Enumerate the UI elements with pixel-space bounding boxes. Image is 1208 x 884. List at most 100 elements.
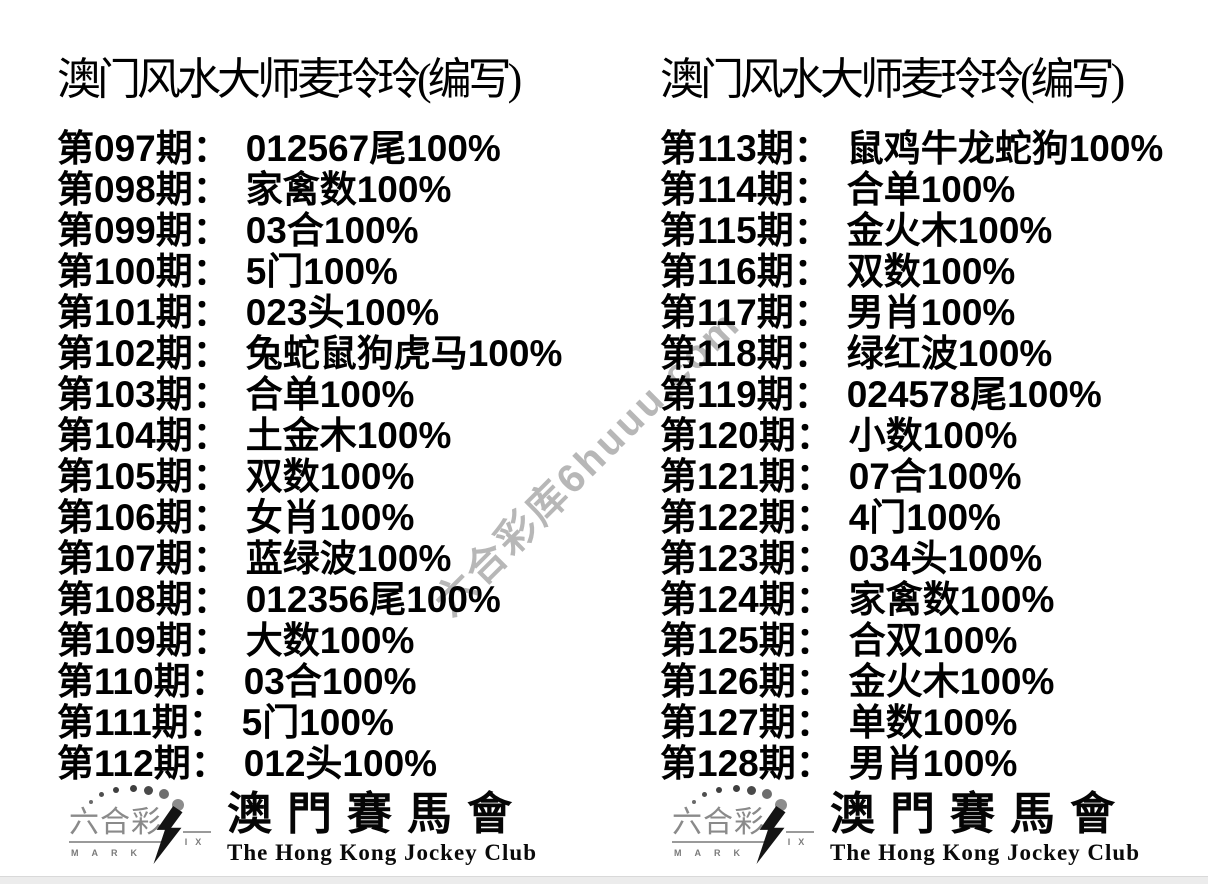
prediction-value: 合双100% xyxy=(848,620,1018,661)
prediction-row: 第123期： 034头100% xyxy=(660,538,1208,579)
prediction-column: 澳门风水大师麦玲玲(编写) 第113期： 鼠鸡牛龙蛇狗100% 第114期： 合单1… xyxy=(660,40,1208,872)
prediction-list: 第113期： 鼠鸡牛龙蛇狗100% 第114期： 合单100% 第115期： 金火木1… xyxy=(660,128,1208,784)
period-label: 第112期： xyxy=(57,743,228,784)
prediction-row: 第128期： 男肖100% xyxy=(660,743,1208,784)
logo-dot xyxy=(716,787,722,793)
prediction-value: 5门100% xyxy=(241,702,394,743)
prediction-value: 合单100% xyxy=(846,169,1016,210)
prediction-value: 023头100% xyxy=(245,292,440,333)
prediction-value: 家禽数100% xyxy=(848,579,1055,620)
column-title: 澳门风水大师麦玲玲(编写) xyxy=(57,55,522,104)
lightning-bolt-icon xyxy=(756,806,786,864)
period-label: 第101期： xyxy=(57,292,230,333)
bottom-strip xyxy=(0,876,1208,884)
prediction-value: 蓝绿波100% xyxy=(245,538,452,579)
prediction-row: 第106期： 女肖100% xyxy=(57,497,613,538)
prediction-row: 第099期： 03合100% xyxy=(57,210,613,251)
prediction-row: 第097期： 012567尾100% xyxy=(57,128,613,169)
prediction-value: 03合100% xyxy=(243,661,417,702)
prediction-row: 第101期： 023头100% xyxy=(57,292,613,333)
mark-letters: MARK xyxy=(71,848,150,858)
prediction-row: 第124期： 家禽数100% xyxy=(660,579,1208,620)
logo-dot xyxy=(702,792,707,797)
period-label: 第123期： xyxy=(660,538,833,579)
prediction-row: 第110期： 03合100% xyxy=(57,661,613,702)
period-label: 第125期： xyxy=(660,620,833,661)
logo-dot xyxy=(89,800,93,804)
prediction-value: 012356尾100% xyxy=(245,579,501,620)
prediction-row: 第098期： 家禽数100% xyxy=(57,169,613,210)
prediction-row: 第103期： 合单100% xyxy=(57,374,613,415)
period-label: 第126期： xyxy=(660,661,833,702)
period-label: 第115期： xyxy=(660,210,831,251)
jockey-club-english: The Hong Kong Jockey Club xyxy=(830,840,1140,865)
period-label: 第128期： xyxy=(660,743,833,784)
prediction-row: 第109期： 大数100% xyxy=(57,620,613,661)
period-label: 第107期： xyxy=(57,538,230,579)
jockey-club-english: The Hong Kong Jockey Club xyxy=(227,840,537,865)
prediction-row: 第117期： 男肖100% xyxy=(660,292,1208,333)
mark-six-logo: 六合彩 MARK IX xyxy=(69,784,219,866)
period-label: 第121期： xyxy=(660,456,833,497)
logo-dot xyxy=(733,785,740,792)
period-label: 第098期： xyxy=(57,169,230,210)
period-label: 第103期： xyxy=(57,374,230,415)
logo-dot xyxy=(159,789,169,799)
jockey-club-text: 澳門賽馬會 The Hong Kong Jockey Club xyxy=(227,784,537,866)
period-label: 第113期： xyxy=(660,128,831,169)
prediction-row: 第111期： 5门100% xyxy=(57,702,613,743)
prediction-value: 5门100% xyxy=(245,251,398,292)
prediction-value: 男肖100% xyxy=(848,743,1018,784)
period-label: 第116期： xyxy=(660,251,831,292)
logo-dot xyxy=(144,786,153,795)
mark-six-chinese: 六合彩 xyxy=(69,808,163,843)
six-letters: IX xyxy=(183,831,211,847)
prediction-value: 012头100% xyxy=(243,743,438,784)
period-label: 第110期： xyxy=(57,661,228,702)
period-label: 第124期： xyxy=(660,579,833,620)
prediction-row: 第125期： 合双100% xyxy=(660,620,1208,661)
period-label: 第111期： xyxy=(57,702,226,743)
logo-dot xyxy=(747,786,756,795)
prediction-value: 土金木100% xyxy=(245,415,452,456)
prediction-value: 金火木100% xyxy=(846,210,1053,251)
prediction-value: 4门100% xyxy=(848,497,1001,538)
mark-letters: MARK xyxy=(674,848,753,858)
mark-six-logo: 六合彩 MARK IX xyxy=(672,784,822,866)
prediction-value: 双数100% xyxy=(846,251,1016,292)
logo-dot xyxy=(762,789,772,799)
prediction-row: 第121期： 07合100% xyxy=(660,456,1208,497)
period-label: 第114期： xyxy=(660,169,831,210)
prediction-row: 第119期： 024578尾100% xyxy=(660,374,1208,415)
jockey-club-footer: 六合彩 MARK IX 澳門賽馬會 The Hong Kong Jockey C… xyxy=(672,784,1140,866)
jockey-club-chinese: 澳門賽馬會 xyxy=(227,789,528,839)
prediction-value: 双数100% xyxy=(245,456,415,497)
prediction-value: 兔蛇鼠狗虎马100% xyxy=(245,333,563,374)
period-label: 第118期： xyxy=(660,333,831,374)
logo-dot xyxy=(130,785,137,792)
prediction-value: 男肖100% xyxy=(846,292,1016,333)
prediction-value: 大数100% xyxy=(245,620,415,661)
logo-dot xyxy=(113,787,119,793)
prediction-value: 07合100% xyxy=(848,456,1022,497)
prediction-row: 第108期： 012356尾100% xyxy=(57,579,613,620)
six-letters: IX xyxy=(786,831,814,847)
prediction-row: 第104期： 土金木100% xyxy=(57,415,613,456)
prediction-value: 024578尾100% xyxy=(846,374,1102,415)
period-label: 第117期： xyxy=(660,292,831,333)
prediction-value: 034头100% xyxy=(848,538,1043,579)
lightning-bolt-icon xyxy=(153,806,183,864)
logo-dot xyxy=(692,800,696,804)
prediction-row: 第116期： 双数100% xyxy=(660,251,1208,292)
prediction-row: 第105期： 双数100% xyxy=(57,456,613,497)
prediction-row: 第114期： 合单100% xyxy=(660,169,1208,210)
mark-six-chinese: 六合彩 xyxy=(672,808,766,843)
period-label: 第099期： xyxy=(57,210,230,251)
period-label: 第108期： xyxy=(57,579,230,620)
prediction-column: 澳门风水大师麦玲玲(编写) 第097期： 012567尾100% 第098期： 家禽… xyxy=(57,40,613,872)
column-title: 澳门风水大师麦玲玲(编写) xyxy=(660,55,1125,104)
prediction-value: 合单100% xyxy=(245,374,415,415)
prediction-row: 第100期： 5门100% xyxy=(57,251,613,292)
prediction-row: 第122期： 4门100% xyxy=(660,497,1208,538)
